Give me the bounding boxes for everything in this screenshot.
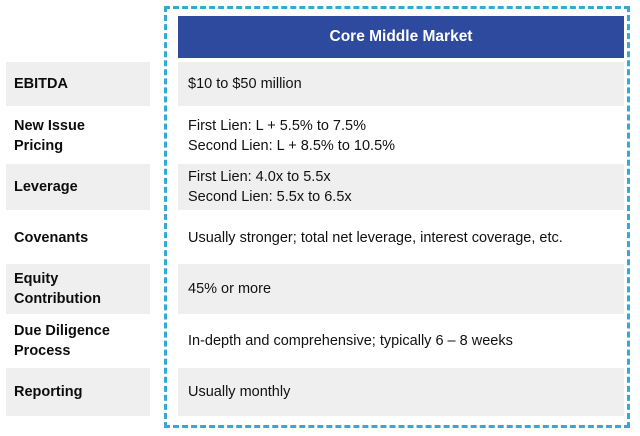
row-label-line: Reporting xyxy=(14,384,83,400)
row-value-leverage: First Lien: 4.0x to 5.5x Second Lien: 5.… xyxy=(178,164,624,210)
row-label-equity-contribution: Equity Contribution xyxy=(6,264,150,314)
row-value-line: First Lien: 4.0x to 5.5x xyxy=(188,169,331,185)
row-label-line: New Issue xyxy=(14,118,85,134)
row-value-line: $10 to $50 million xyxy=(188,76,302,92)
row-label-new-issue-pricing: New Issue Pricing xyxy=(6,110,150,162)
row-value-due-diligence-process: In-depth and comprehensive; typically 6 … xyxy=(178,318,624,364)
row-label-leverage: Leverage xyxy=(6,164,150,210)
row-value-covenants: Usually stronger; total net leverage, in… xyxy=(178,216,624,260)
row-value-line: First Lien: L + 5.5% to 7.5% xyxy=(188,118,366,134)
row-label-line: Pricing xyxy=(14,138,64,154)
row-label-due-diligence-process: Due Diligence Process xyxy=(6,318,150,364)
row-value-line: Usually stronger; total net leverage, in… xyxy=(188,230,563,246)
column-header-title: Core Middle Market xyxy=(329,28,473,45)
row-value-line: Second Lien: L + 8.5% to 10.5% xyxy=(188,138,396,154)
row-label-ebitda: EBITDA xyxy=(6,62,150,106)
row-value-equity-contribution: 45% or more xyxy=(178,264,624,314)
row-label-line: Equity xyxy=(14,271,59,287)
row-label-line: Process xyxy=(14,343,71,359)
row-value-reporting: Usually monthly xyxy=(178,368,624,416)
row-label-line: Covenants xyxy=(14,230,89,246)
row-label-line: Due Diligence xyxy=(14,323,110,339)
row-value-line: Usually monthly xyxy=(188,384,291,400)
row-value-ebitda: $10 to $50 million xyxy=(178,62,624,106)
row-label-line: EBITDA xyxy=(14,76,68,92)
row-value-new-issue-pricing: First Lien: L + 5.5% to 7.5% Second Lien… xyxy=(178,110,624,162)
row-value-line: 45% or more xyxy=(188,281,272,297)
row-label-reporting: Reporting xyxy=(6,368,150,416)
row-label-line: Contribution xyxy=(14,291,101,307)
column-header-core-middle-market: Core Middle Market xyxy=(178,16,624,58)
row-label-covenants: Covenants xyxy=(6,216,150,260)
row-value-line: Second Lien: 5.5x to 6.5x xyxy=(188,189,352,205)
row-label-line: Leverage xyxy=(14,179,78,195)
row-value-line: In-depth and comprehensive; typically 6 … xyxy=(188,333,513,349)
